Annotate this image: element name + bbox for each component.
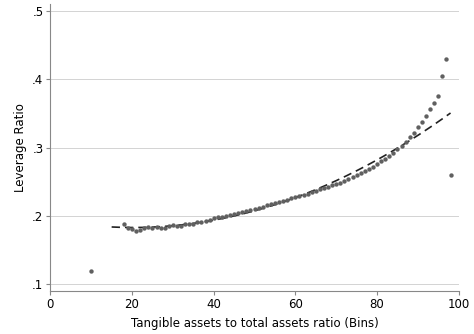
Point — [300, 192, 307, 198]
Point — [341, 179, 348, 184]
Point — [349, 174, 356, 180]
Point — [394, 146, 401, 152]
Point — [447, 172, 455, 178]
Point — [418, 119, 426, 125]
Point — [165, 224, 173, 229]
Point — [210, 215, 218, 221]
Point — [414, 125, 422, 130]
Point — [332, 181, 340, 187]
Point — [438, 73, 446, 78]
Point — [443, 56, 450, 61]
Point — [230, 211, 238, 217]
Point — [337, 180, 344, 185]
Point — [288, 196, 295, 201]
Point — [292, 194, 299, 200]
Point — [185, 221, 193, 226]
Point — [169, 222, 177, 228]
Point — [430, 101, 438, 106]
Point — [357, 170, 365, 176]
Point — [263, 202, 271, 208]
Point — [206, 217, 213, 223]
Point — [255, 205, 263, 211]
Point — [226, 213, 234, 218]
Point — [132, 228, 140, 234]
Point — [390, 150, 397, 155]
Point — [193, 219, 201, 225]
Point — [153, 224, 160, 230]
Point — [173, 223, 181, 228]
Point — [267, 201, 274, 206]
X-axis label: Tangible assets to total assets ratio (Bins): Tangible assets to total assets ratio (B… — [131, 317, 378, 330]
Point — [251, 206, 258, 211]
Point — [345, 177, 352, 182]
Point — [218, 214, 226, 219]
Point — [385, 153, 393, 159]
Point — [377, 159, 385, 164]
Point — [373, 161, 381, 167]
Point — [128, 226, 136, 232]
Point — [157, 226, 164, 231]
Point — [422, 113, 430, 118]
Point — [235, 210, 242, 215]
Point — [324, 184, 332, 189]
Point — [406, 135, 413, 140]
Point — [320, 185, 328, 191]
Point — [140, 226, 148, 231]
Point — [308, 189, 316, 195]
Point — [353, 172, 360, 178]
Y-axis label: Leverage Ratio: Leverage Ratio — [14, 103, 27, 192]
Point — [145, 224, 152, 230]
Point — [312, 188, 319, 193]
Point — [149, 225, 156, 230]
Point — [410, 130, 418, 135]
Point — [222, 213, 230, 219]
Point — [296, 193, 303, 198]
Point — [382, 156, 389, 161]
Point — [137, 228, 144, 233]
Point — [361, 168, 369, 174]
Point — [275, 199, 283, 204]
Point — [177, 223, 185, 228]
Point — [369, 164, 377, 170]
Point — [124, 225, 132, 230]
Point — [120, 222, 128, 227]
Point — [214, 215, 222, 220]
Point — [328, 183, 336, 188]
Point — [238, 209, 246, 215]
Point — [243, 208, 250, 213]
Point — [271, 200, 279, 206]
Point — [246, 207, 254, 213]
Point — [190, 221, 197, 226]
Point — [198, 219, 205, 224]
Point — [161, 225, 169, 230]
Point — [365, 166, 373, 172]
Point — [279, 198, 287, 204]
Point — [202, 218, 210, 223]
Point — [402, 139, 410, 144]
Point — [316, 187, 324, 192]
Point — [435, 94, 442, 99]
Point — [426, 107, 434, 112]
Point — [182, 222, 189, 227]
Point — [304, 191, 311, 196]
Point — [259, 204, 266, 209]
Point — [283, 197, 291, 202]
Point — [398, 143, 405, 148]
Point — [87, 268, 95, 274]
